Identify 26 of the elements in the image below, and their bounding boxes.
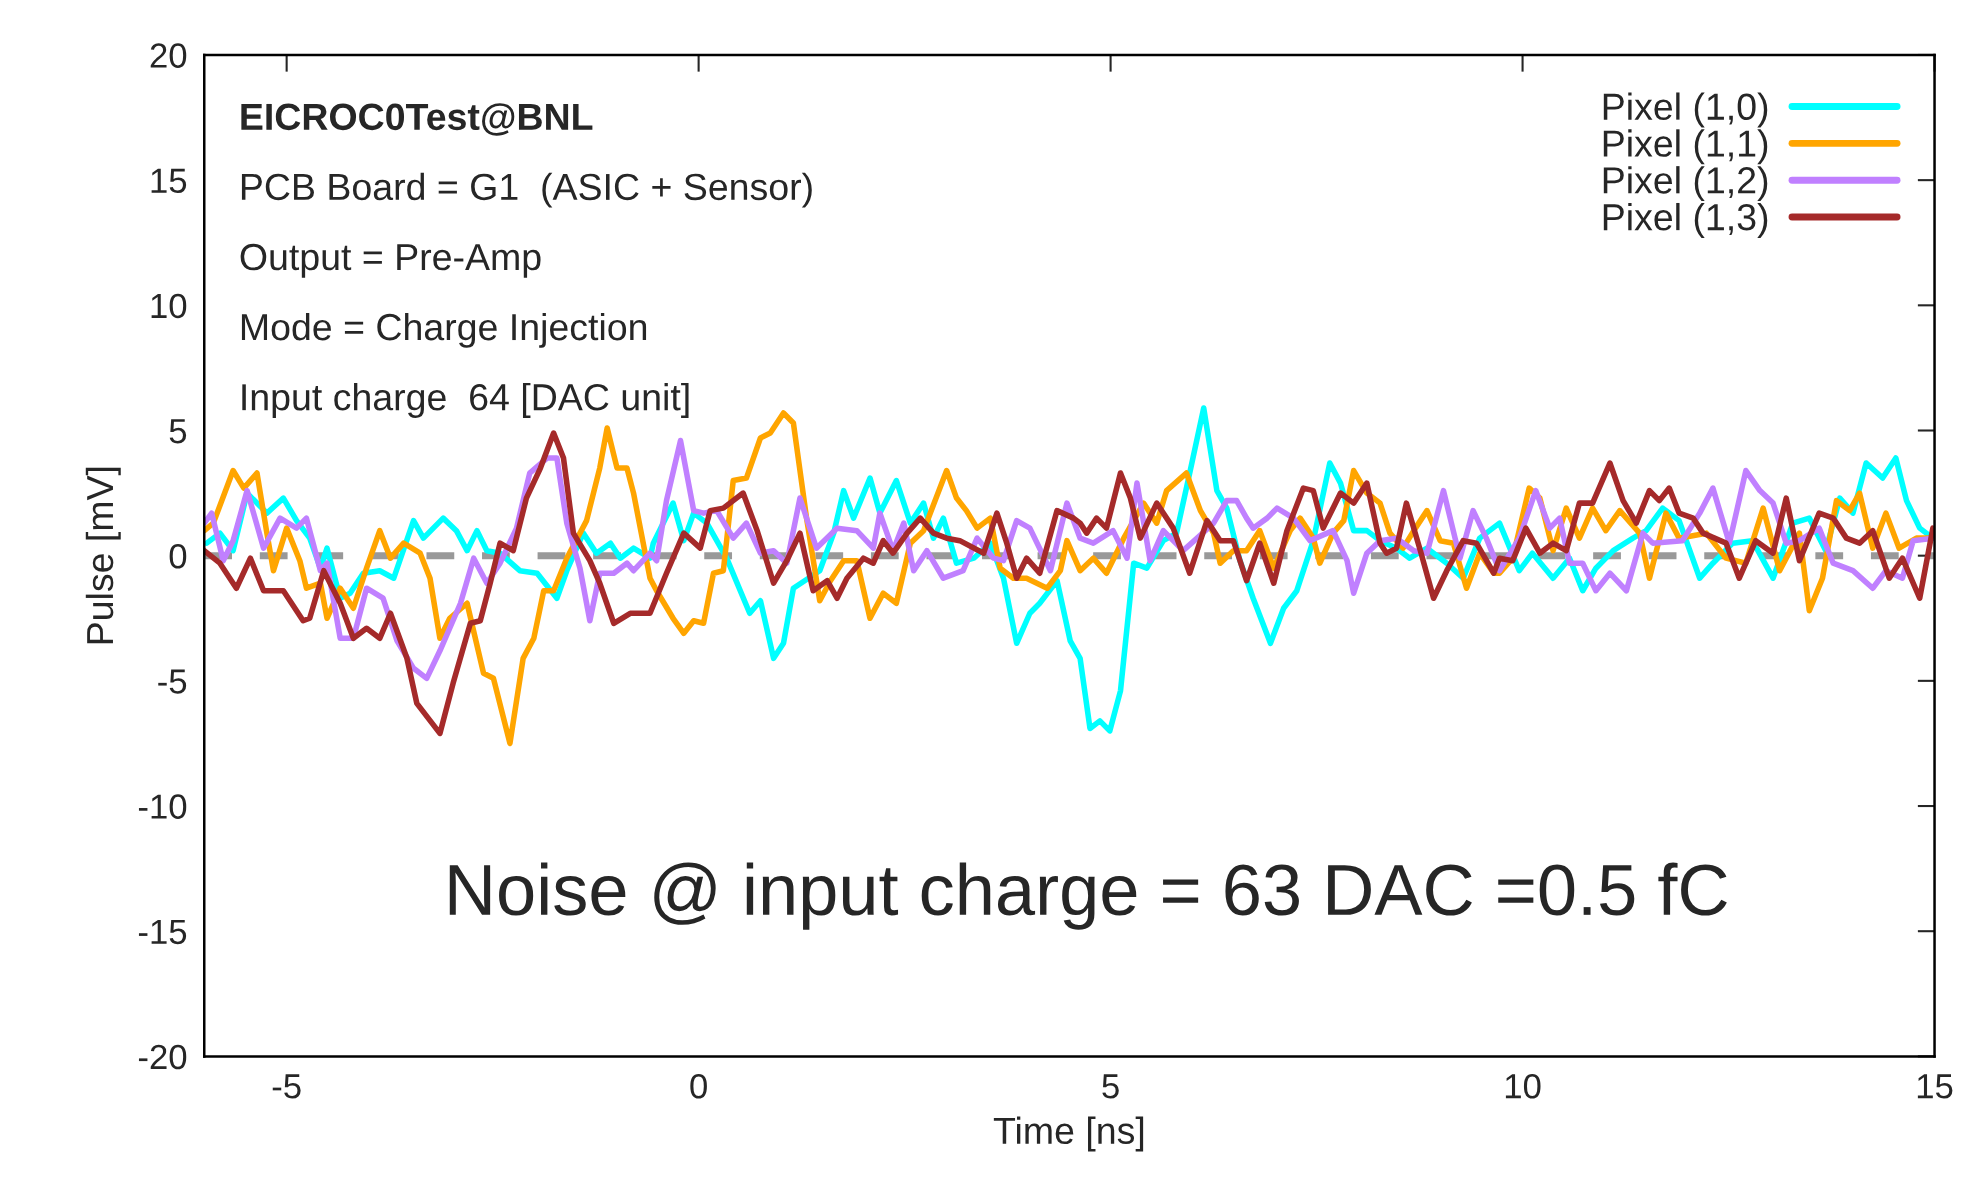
legend-label: Pixel (1,3) [1603,202,1768,238]
y-tick-label: 10 [151,293,187,319]
y-tick-label: -10 [138,794,187,819]
x-tick-label: 10 [1505,1073,1541,1099]
y-tick-label: -5 [158,669,187,694]
y-tick-label: -20 [138,1044,187,1070]
y-tick-label: 5 [169,419,187,444]
y-tick-label: 0 [169,544,187,569]
legend-label: Pixel (1,0) [1603,92,1768,128]
annotation: Mode = Charge Injection [241,312,647,348]
x-tick-label: 5 [1102,1074,1119,1099]
x-tick-label: -5 [272,1074,301,1099]
x-tick-label: 15 [1917,1074,1953,1099]
y-tick-label: 20 [150,43,187,68]
x-tick-label: 0 [690,1073,707,1099]
annotation: PCB Board = G1 (ASIC + Sensor) [241,172,812,208]
y-tick-label: -15 [138,919,187,945]
legend-label: Pixel (1,2) [1603,166,1768,202]
annotation: EICROC0Test@BNL [241,103,593,136]
y-tick-label: 15 [151,168,187,194]
x-axis-title: Time [ns] [993,1116,1144,1152]
annotation: Output = Pre-Amp [240,243,541,278]
annotation: Noise @ input charge = 63 DAC =0.5 fC [449,862,1727,930]
annotation: Input charge 64 [DAC unit] [242,382,689,418]
y-axis-title: Pulse [mV] [85,467,121,644]
legend-label: Pixel (1,1) [1603,129,1768,165]
